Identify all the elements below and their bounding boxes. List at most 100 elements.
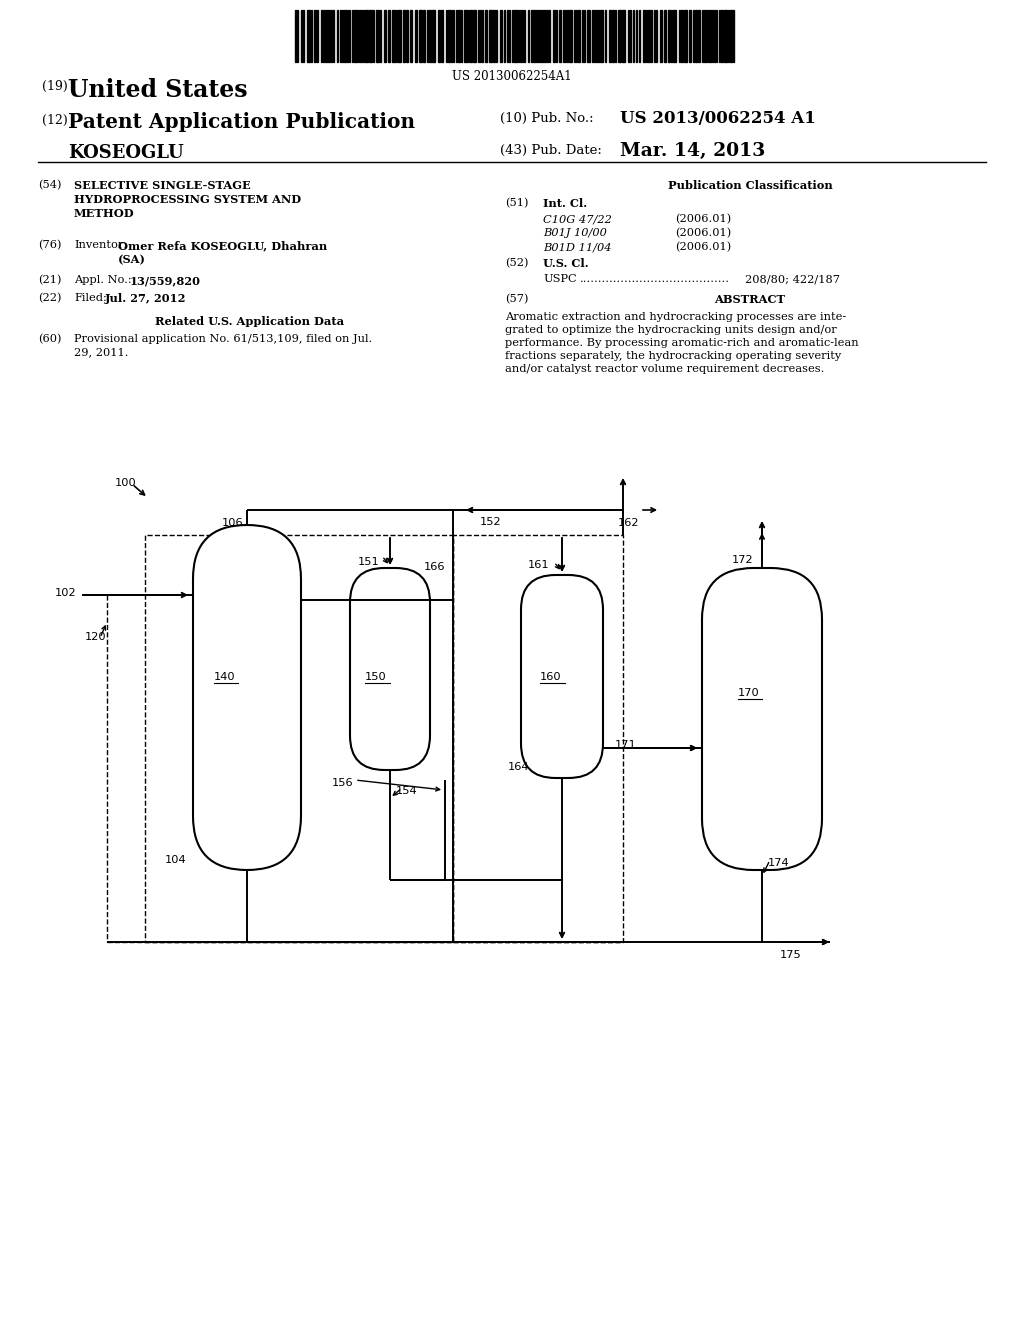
Bar — [673, 11, 676, 62]
Bar — [538, 11, 540, 62]
Text: United States: United States — [68, 78, 248, 102]
Bar — [600, 11, 603, 62]
Bar — [145, 535, 453, 942]
Bar — [328, 11, 330, 62]
Text: (2006.01): (2006.01) — [675, 214, 731, 224]
Bar — [594, 11, 596, 62]
Text: Publication Classification: Publication Classification — [668, 180, 833, 191]
Bar — [314, 11, 316, 62]
Text: B01D 11/04: B01D 11/04 — [543, 242, 611, 252]
Bar — [384, 11, 386, 62]
Text: (52): (52) — [505, 257, 528, 268]
Text: SELECTIVE SINGLE-STAGE
HYDROPROCESSING SYSTEM AND
METHOD: SELECTIVE SINGLE-STAGE HYDROPROCESSING S… — [74, 180, 301, 219]
Bar — [724, 11, 727, 62]
Bar — [695, 11, 697, 62]
Bar — [609, 11, 611, 62]
Text: 154: 154 — [396, 785, 418, 796]
Text: 208/80; 422/187: 208/80; 422/187 — [745, 275, 840, 284]
Bar — [664, 11, 666, 62]
Text: (60): (60) — [38, 334, 61, 345]
Bar — [464, 11, 467, 62]
Text: (2006.01): (2006.01) — [675, 228, 731, 239]
Bar — [587, 11, 590, 62]
Bar — [473, 11, 476, 62]
Bar — [597, 11, 599, 62]
Text: KOSEOGLU: KOSEOGLU — [68, 144, 183, 162]
Bar — [419, 11, 422, 62]
Text: (19): (19) — [42, 81, 68, 92]
Bar — [578, 11, 580, 62]
Text: 174: 174 — [768, 858, 790, 869]
Bar — [360, 11, 362, 62]
Text: 152: 152 — [480, 517, 502, 527]
Bar — [432, 11, 435, 62]
Bar — [376, 11, 379, 62]
Bar — [698, 11, 700, 62]
Bar — [388, 11, 390, 62]
Bar — [489, 11, 492, 62]
Bar — [705, 11, 706, 62]
FancyBboxPatch shape — [350, 568, 430, 770]
Bar — [514, 11, 517, 62]
FancyBboxPatch shape — [521, 576, 603, 777]
Text: (54): (54) — [38, 180, 61, 190]
Bar — [423, 11, 425, 62]
Bar — [369, 11, 372, 62]
Text: 120: 120 — [85, 632, 106, 642]
Text: (10) Pub. No.:: (10) Pub. No.: — [500, 112, 594, 125]
Text: 140: 140 — [214, 672, 236, 682]
Bar — [643, 11, 645, 62]
Text: ........................................: ........................................ — [580, 275, 730, 284]
Bar — [458, 11, 460, 62]
Bar — [660, 11, 662, 62]
Text: (43) Pub. Date:: (43) Pub. Date: — [500, 144, 602, 157]
Text: C10G 47/22: C10G 47/22 — [543, 214, 612, 224]
Text: (57): (57) — [505, 294, 528, 305]
Bar — [485, 11, 487, 62]
Text: (51): (51) — [505, 198, 528, 209]
Bar — [500, 11, 502, 62]
Text: (21): (21) — [38, 275, 61, 285]
Text: Provisional application No. 61/513,109, filed on Jul.
29, 2011.: Provisional application No. 61/513,109, … — [74, 334, 373, 356]
Text: Filed:: Filed: — [74, 293, 106, 304]
Text: Omer Refa KOSEOGLU, Dhahran
(SA): Omer Refa KOSEOGLU, Dhahran (SA) — [118, 240, 328, 265]
Text: 13/559,820: 13/559,820 — [130, 275, 201, 286]
Text: (12): (12) — [42, 114, 68, 127]
Text: Mar. 14, 2013: Mar. 14, 2013 — [620, 143, 765, 160]
Text: (2006.01): (2006.01) — [675, 242, 731, 252]
Bar — [398, 11, 401, 62]
Bar — [403, 11, 406, 62]
Bar — [441, 11, 443, 62]
Bar — [344, 11, 346, 62]
Text: Aromatic extraction and hydrocracking processes are inte-
grated to optimize the: Aromatic extraction and hydrocracking pr… — [505, 312, 859, 374]
Bar — [622, 11, 625, 62]
Text: Appl. No.:: Appl. No.: — [74, 275, 132, 285]
Bar — [415, 11, 417, 62]
FancyBboxPatch shape — [702, 568, 822, 870]
Bar — [618, 11, 621, 62]
Text: US 2013/0062254 A1: US 2013/0062254 A1 — [620, 110, 816, 127]
Text: 171: 171 — [615, 741, 637, 750]
Bar — [453, 535, 623, 942]
Text: Related U.S. Application Data: Related U.S. Application Data — [156, 315, 344, 327]
Text: Patent Application Publication: Patent Application Publication — [68, 112, 415, 132]
Bar — [541, 11, 543, 62]
Text: 151: 151 — [358, 557, 380, 568]
Bar — [612, 11, 614, 62]
FancyBboxPatch shape — [193, 525, 301, 870]
Bar — [559, 11, 561, 62]
Text: 166: 166 — [424, 562, 445, 572]
Bar — [406, 11, 408, 62]
Text: Int. Cl.: Int. Cl. — [543, 198, 587, 209]
Text: 162: 162 — [618, 517, 640, 528]
Text: Inventor:: Inventor: — [74, 240, 127, 249]
Bar — [684, 11, 687, 62]
Text: 164: 164 — [508, 762, 529, 772]
Text: 172: 172 — [732, 554, 754, 565]
Bar — [681, 11, 683, 62]
Bar — [668, 11, 670, 62]
Bar — [648, 11, 650, 62]
Text: 156: 156 — [332, 777, 353, 788]
Bar — [410, 11, 412, 62]
Text: 160: 160 — [540, 672, 561, 682]
